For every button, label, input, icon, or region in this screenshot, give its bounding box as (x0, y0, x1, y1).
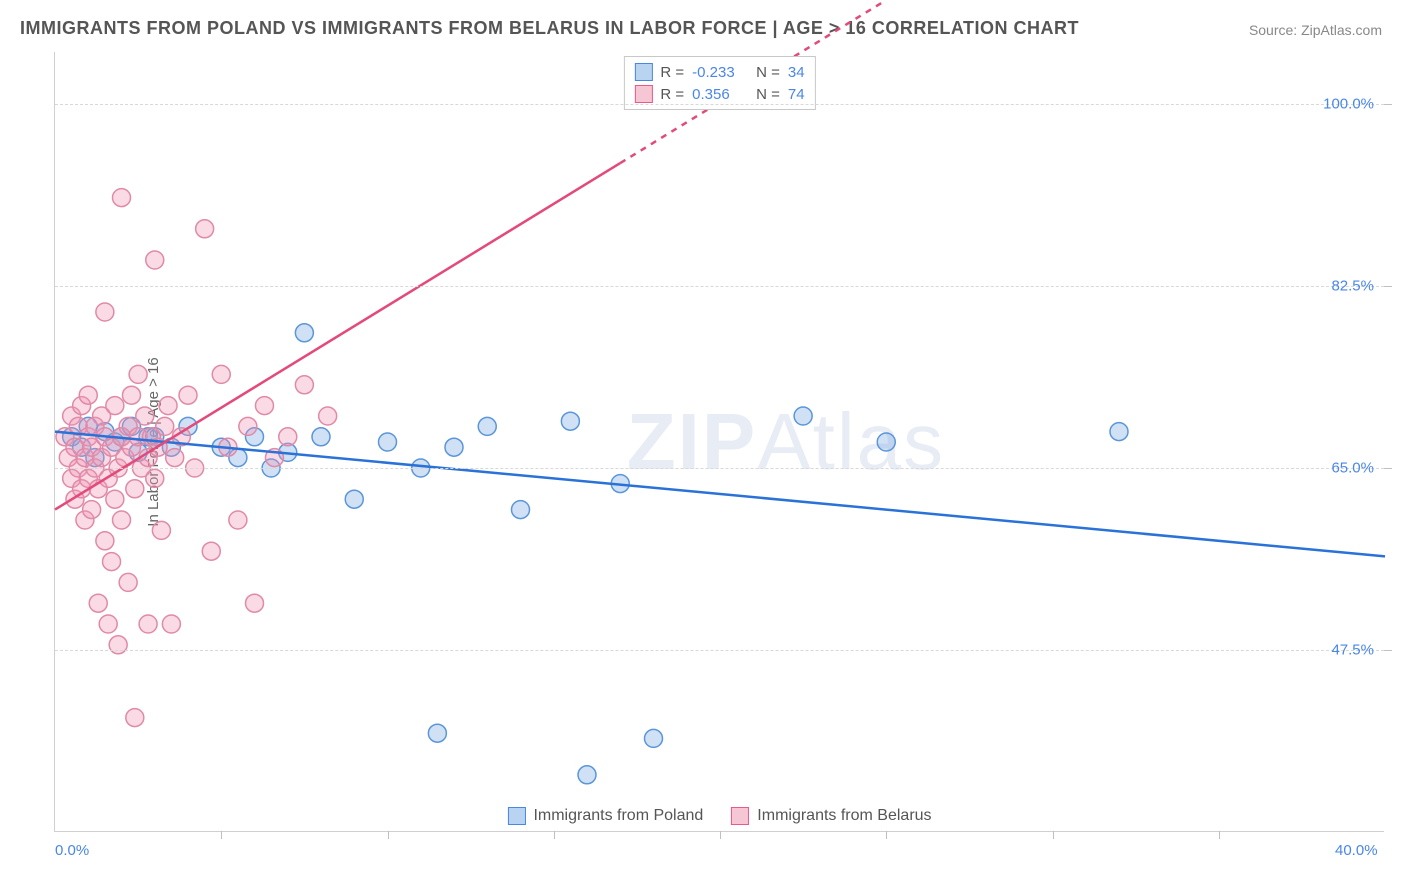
r-label: R = (660, 64, 684, 81)
series-legend: Immigrants from Poland Immigrants from Be… (507, 807, 931, 825)
n-value: 34 (788, 64, 805, 81)
x-tick (1053, 831, 1054, 839)
y-tick-label: 47.5% (1331, 642, 1374, 659)
y-tick (1384, 104, 1392, 105)
belarus-point (83, 501, 101, 519)
belarus-point (152, 521, 170, 539)
source-attribution: Source: ZipAtlas.com (1249, 22, 1382, 38)
belarus-point (212, 365, 230, 383)
belarus-point (139, 615, 157, 633)
poland-point (645, 729, 663, 747)
x-tick-label: 0.0% (55, 842, 89, 859)
belarus-point (146, 469, 164, 487)
belarus-point (162, 615, 180, 633)
n-label: N = (756, 64, 780, 81)
x-tick (1219, 831, 1220, 839)
belarus-point (179, 386, 197, 404)
belarus-point (136, 407, 154, 425)
legend-label: Immigrants from Poland (533, 807, 703, 825)
n-value: 74 (788, 86, 805, 103)
belarus-point (113, 189, 131, 207)
belarus-point (279, 428, 297, 446)
belarus-point (113, 511, 131, 529)
poland-point (345, 490, 363, 508)
belarus-point (295, 376, 313, 394)
r-label: R = (660, 86, 684, 103)
poland-point (578, 766, 596, 784)
poland-point (379, 433, 397, 451)
poland-point (295, 324, 313, 342)
y-tick (1384, 468, 1392, 469)
belarus-point (129, 365, 147, 383)
belarus-point (246, 594, 264, 612)
y-tick-label: 82.5% (1331, 278, 1374, 295)
belarus-point (126, 709, 144, 727)
belarus-point (196, 220, 214, 238)
belarus-point (319, 407, 337, 425)
poland-point (512, 501, 530, 519)
belarus-point (202, 542, 220, 560)
y-tick-label: 100.0% (1323, 96, 1374, 113)
gridline (55, 650, 1384, 651)
belarus-point (79, 386, 97, 404)
x-tick (554, 831, 555, 839)
legend-stat-row: R = 0.356 N = 74 (634, 83, 804, 105)
belarus-point (156, 417, 174, 435)
belarus-point (146, 251, 164, 269)
belarus-point (229, 511, 247, 529)
x-tick (886, 831, 887, 839)
legend-swatch (731, 807, 749, 825)
gridline (55, 286, 1384, 287)
poland-point (428, 724, 446, 742)
belarus-point (99, 615, 117, 633)
belarus-point (159, 397, 177, 415)
correlation-legend: R = -0.233 N = 34 R = 0.356 N = 74 (623, 56, 815, 110)
y-tick (1384, 286, 1392, 287)
legend-swatch (507, 807, 525, 825)
gridline (55, 104, 1384, 105)
plot-area: In Labor Force | Age > 16 ZIPAtlas R =-0… (54, 52, 1384, 832)
legend-item: Immigrants from Belarus (731, 807, 931, 825)
belarus-point (255, 397, 273, 415)
belarus-point (119, 573, 137, 591)
poland-point (1110, 423, 1128, 441)
belarus-point (96, 532, 114, 550)
legend-swatch (634, 85, 652, 103)
r-value: -0.233 (692, 64, 748, 81)
y-tick (1384, 650, 1392, 651)
gridline (55, 468, 1384, 469)
n-label: N = (756, 86, 780, 103)
chart-svg (55, 52, 1384, 831)
belarus-point (89, 594, 107, 612)
poland-point (445, 438, 463, 456)
r-value: 0.356 (692, 86, 748, 103)
belarus-point (166, 449, 184, 467)
belarus-point (103, 553, 121, 571)
legend-stat-row: R = -0.233 N = 34 (634, 61, 804, 83)
poland-point (312, 428, 330, 446)
belarus-point (126, 480, 144, 498)
belarus-point (239, 417, 257, 435)
belarus-point (106, 490, 124, 508)
x-tick (720, 831, 721, 839)
poland-point (478, 417, 496, 435)
y-tick-label: 65.0% (1331, 460, 1374, 477)
belarus-point (106, 397, 124, 415)
poland-point (877, 433, 895, 451)
legend-item: Immigrants from Poland (507, 807, 703, 825)
poland-point (561, 412, 579, 430)
legend-label: Immigrants from Belarus (757, 807, 931, 825)
x-tick-label: 40.0% (1335, 842, 1378, 859)
belarus-point (96, 303, 114, 321)
x-tick (221, 831, 222, 839)
poland-trendline (55, 432, 1385, 557)
belarus-point (122, 386, 140, 404)
poland-point (794, 407, 812, 425)
chart-title: IMMIGRANTS FROM POLAND VS IMMIGRANTS FRO… (20, 18, 1079, 39)
legend-swatch (634, 63, 652, 81)
belarus-point (109, 636, 127, 654)
x-tick (388, 831, 389, 839)
